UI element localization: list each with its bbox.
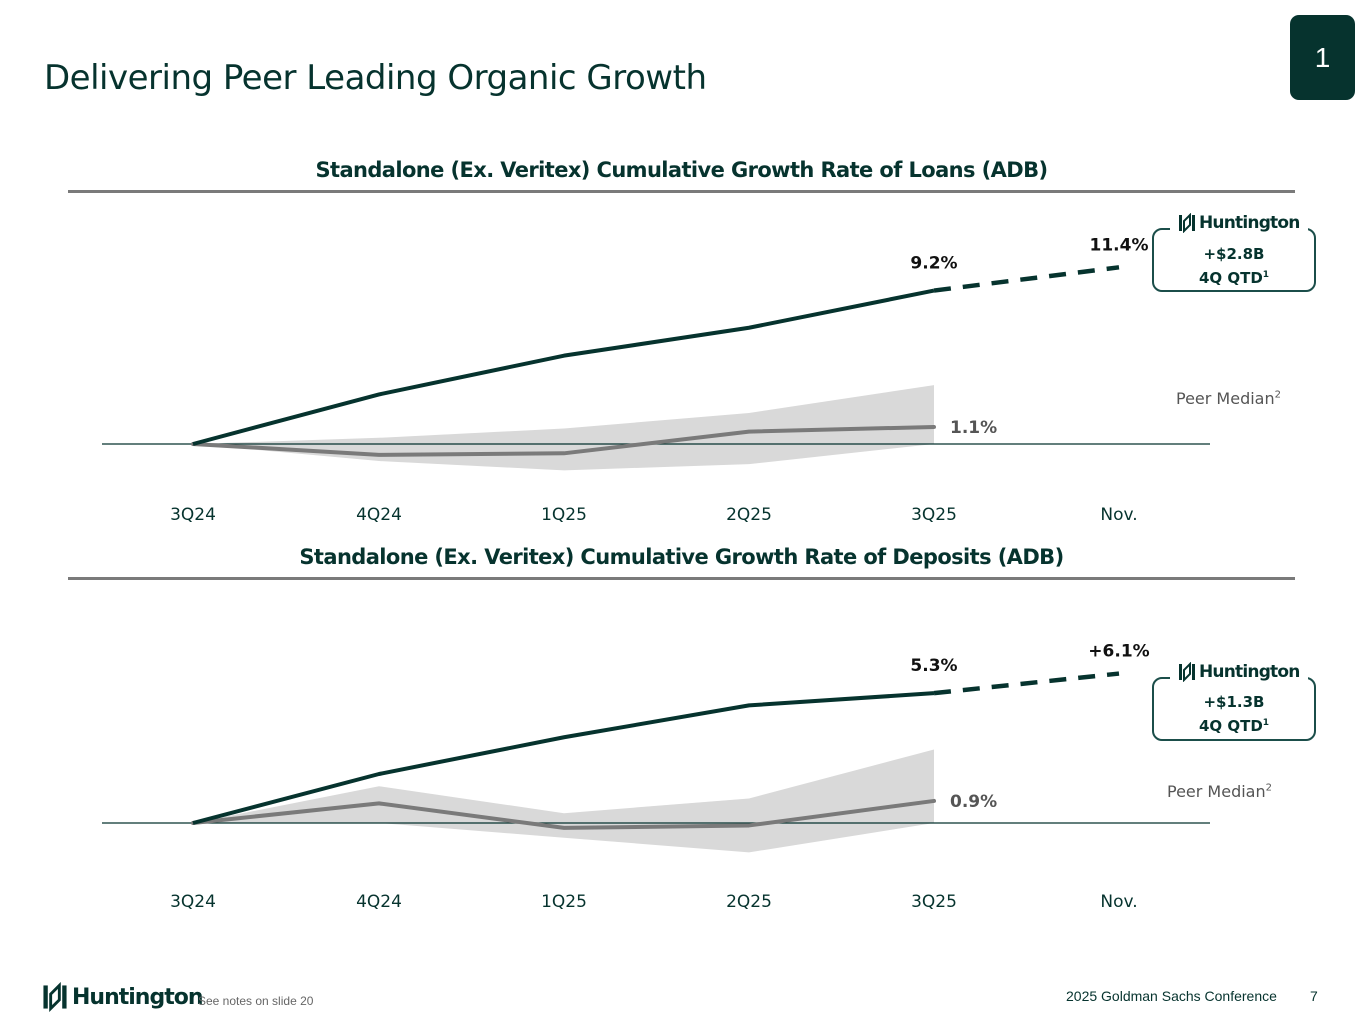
- loans-peer-range-band: [193, 385, 934, 471]
- loans-x-tick-label: Nov.: [1100, 505, 1137, 525]
- loans-x-tick-label: 2Q25: [726, 505, 772, 525]
- deposits-x-tick-label: 3Q25: [911, 892, 957, 912]
- loans-peer-label-sup: 2: [1274, 389, 1281, 401]
- huntington-logo-icon: [1179, 662, 1195, 682]
- loans-callout-value: +$2.8B: [1203, 245, 1265, 263]
- deposits-chart-rule: [68, 577, 1295, 580]
- loans-callout-sup: 1: [1262, 270, 1270, 280]
- deposits-chart: 3Q24 4Q24 1Q25 2Q25 3Q25 Nov. 5.3% +6.1% 0.9%: [102, 642, 1210, 912]
- loans-x-tick-label: 3Q24: [170, 505, 216, 525]
- loans-x-tick-label: 3Q25: [911, 505, 957, 525]
- loans-callout-period-wrap: 4Q QTD1: [1152, 265, 1316, 289]
- deposits-callout-period: 4Q QTD: [1198, 717, 1263, 735]
- deposits-huntington-line: [192, 691, 935, 825]
- footer-note: See notes on slide 20: [198, 994, 314, 1008]
- deposits-data-label-huntington-nov: +6.1%: [1088, 642, 1149, 662]
- deposits-callout-text: +$1.3B 4Q QTD1: [1152, 692, 1316, 737]
- deposits-callout-sup: 1: [1262, 718, 1270, 728]
- huntington-logo-icon: [43, 982, 67, 1012]
- deposits-x-tick-label: Nov.: [1100, 892, 1137, 912]
- deposits-peer-median-line: [191, 798, 936, 830]
- deposits-x-tick-label: 1Q25: [541, 892, 587, 912]
- deposits-data-label-huntington-3q25: 5.3%: [910, 656, 957, 676]
- loans-peer-label-text: Peer Median: [1176, 389, 1275, 408]
- section-badge: 1: [1290, 15, 1355, 100]
- footer-conference: 2025 Goldman Sachs Conference: [1066, 988, 1277, 1004]
- deposits-callout-period-wrap: 4Q QTD1: [1152, 713, 1316, 737]
- loans-peer-median-label: Peer Median2: [1176, 389, 1281, 408]
- deposits-x-tick-label: 4Q24: [356, 892, 402, 912]
- deposits-peer-range-band: [193, 749, 934, 853]
- footer-logo: Huntington: [42, 982, 203, 1012]
- deposits-peer-label-text: Peer Median: [1167, 782, 1266, 801]
- deposits-callout-logo: Huntington: [1170, 662, 1308, 682]
- loans-callout-logo: Huntington: [1170, 213, 1308, 233]
- loans-huntington-forecast-line: [933, 265, 1120, 293]
- loans-chart: 3Q24 4Q24 1Q25 2Q25 3Q25 Nov. 9.2% 11.4% 1.1%: [102, 235, 1210, 525]
- deposits-x-tick-label: 3Q24: [170, 892, 216, 912]
- deposits-peer-label-sup: 2: [1265, 782, 1272, 794]
- deposits-callout-value: +$1.3B: [1203, 693, 1265, 711]
- deposits-chart-title: Standalone (Ex. Veritex) Cumulative Grow…: [299, 545, 1064, 569]
- loans-data-label-huntington-nov: 11.4%: [1090, 235, 1149, 255]
- deposits-callout-brand: Huntington: [1199, 662, 1300, 682]
- loans-chart-rule: [68, 190, 1295, 193]
- deposits-huntington-forecast-line: [933, 671, 1120, 696]
- deposits-data-label-peer-3q25: 0.9%: [950, 792, 997, 812]
- footer-logo-text: Huntington: [72, 984, 203, 1010]
- loans-chart-title: Standalone (Ex. Veritex) Cumulative Grow…: [315, 158, 1048, 182]
- slide-title: Delivering Peer Leading Organic Growth: [44, 58, 707, 98]
- loans-peer-median-line: [191, 424, 936, 457]
- loans-x-tick-label: 4Q24: [356, 505, 402, 525]
- loans-huntington-line: [192, 288, 935, 446]
- huntington-logo-icon: [1179, 213, 1195, 233]
- footer-page-number: 7: [1310, 988, 1318, 1004]
- loans-callout-period: 4Q QTD: [1198, 269, 1263, 287]
- loans-x-tick-label: 1Q25: [541, 505, 587, 525]
- deposits-peer-median-label: Peer Median2: [1167, 782, 1272, 801]
- loans-data-label-peer-3q25: 1.1%: [950, 418, 997, 438]
- loans-data-label-huntington-3q25: 9.2%: [910, 254, 957, 274]
- loans-callout-brand: Huntington: [1199, 213, 1300, 233]
- loans-callout-text: +$2.8B 4Q QTD1: [1152, 244, 1316, 289]
- deposits-x-tick-label: 2Q25: [726, 892, 772, 912]
